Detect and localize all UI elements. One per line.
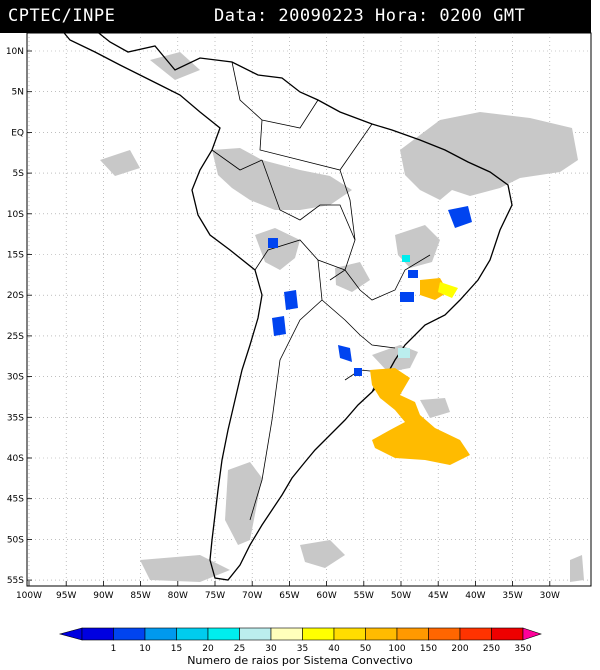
legend-swatch [81,627,114,641]
legend-swatch [491,627,524,641]
legend-swatch [270,627,303,641]
lon-tick-label: 30W [540,591,560,601]
convective-system [402,255,410,262]
legend-label: 20 [202,644,214,654]
cloud-patch [255,228,300,270]
convective-system [370,368,470,465]
lon-tick-label: 35W [502,591,522,601]
legend-label: 50 [360,644,372,654]
cloud-patch [420,398,450,418]
legend-label: 100 [388,644,405,654]
convective-system [448,206,472,228]
lat-tick-label: 40S [7,454,24,464]
lon-tick-label: 50W [391,591,411,601]
cloud-patch [140,555,230,582]
legend-swatch [459,627,492,641]
convective-system [354,368,362,376]
convective-system [398,348,410,358]
legend-label: 40 [328,644,340,654]
legend-swatch [207,627,240,641]
axis-ticks: 10N 5N EQ 5S 10S 15S 20S 25S 30S 35S 40S 45S 50S 55S 1… [6,47,560,601]
legend-swatch [239,627,272,641]
legend-label: 10 [139,644,151,654]
title-bar: CPTEC/INPE Data: 20090223 Hora: 0200 GMT [0,0,591,33]
datetime-label: Data: 20090223 Hora: 0200 GMT [214,6,526,26]
lat-tick-label: 50S [7,535,24,545]
convective-systems [268,206,472,465]
legend-swatch [428,627,461,641]
lon-tick-label: 55W [354,591,374,601]
lat-tick-label: 10S [7,210,24,220]
legend-label: 250 [483,644,500,654]
legend-label: 25 [234,644,245,654]
lat-tick-label: 25S [7,332,24,342]
lat-tick-label: 20S [7,291,24,301]
cloud-patch [400,112,578,200]
convective-system [438,282,458,298]
country-borders [211,61,431,521]
cloud-patch [212,148,352,210]
legend-swatch [333,627,366,641]
lat-tick-label: 45S [7,495,24,505]
legend-label: 1 [111,644,117,654]
lat-tick-label: 10N [6,47,24,57]
source-label: CPTEC/INPE [8,6,116,26]
legend-label: 35 [297,644,308,654]
cloud-patch [100,150,140,176]
cloud-patch [570,555,584,582]
legend-swatch [176,627,209,641]
lon-tick-label: 40W [465,591,485,601]
lon-tick-label: 85W [130,591,150,601]
cloud-patch [300,540,345,568]
lon-tick-label: 100W [16,591,42,601]
legend-label: 150 [420,644,437,654]
legend-arrow-left [58,627,83,641]
legend-label: 15 [171,644,182,654]
lon-tick-label: 65W [279,591,299,601]
lon-tick-label: 75W [205,591,225,601]
legend-caption: Numero de raios por Sistema Convectivo [187,654,413,667]
lat-tick-label: EQ [11,128,24,138]
convective-system [400,292,414,302]
convective-system [284,290,298,310]
lat-tick-label: 30S [7,373,24,383]
legend-swatch [113,627,146,641]
lon-tick-label: 90W [93,591,113,601]
lat-tick-label: 5S [13,169,25,179]
convective-system [338,345,352,362]
lat-tick-label: 5N [12,88,24,98]
legend-swatch [365,627,398,641]
lon-tick-label: 70W [242,591,262,601]
legend-label: 30 [265,644,277,654]
lat-tick-label: 55S [7,576,24,586]
legend-colorbar: 1 10 15 20 25 30 35 40 50 100 150 200 250 350 [58,627,542,654]
lon-tick-label: 45W [428,591,448,601]
legend-swatch [302,627,335,641]
lat-tick-label: 15S [7,251,24,261]
legend-arrow-right [522,627,542,641]
legend-label: 200 [451,644,468,654]
legend-label: 350 [514,644,531,654]
lat-tick-label: 35S [7,413,24,423]
cloud-patch [150,52,200,80]
cloud-patch [225,462,262,545]
lon-tick-label: 80W [168,591,188,601]
legend-swatch [144,627,177,641]
south-america-outline [58,27,513,581]
lon-tick-label: 95W [56,591,76,601]
convective-system [408,270,418,278]
convective-system [268,238,278,248]
legend-swatch [396,627,429,641]
convective-system [272,316,286,336]
lon-tick-label: 60W [316,591,336,601]
